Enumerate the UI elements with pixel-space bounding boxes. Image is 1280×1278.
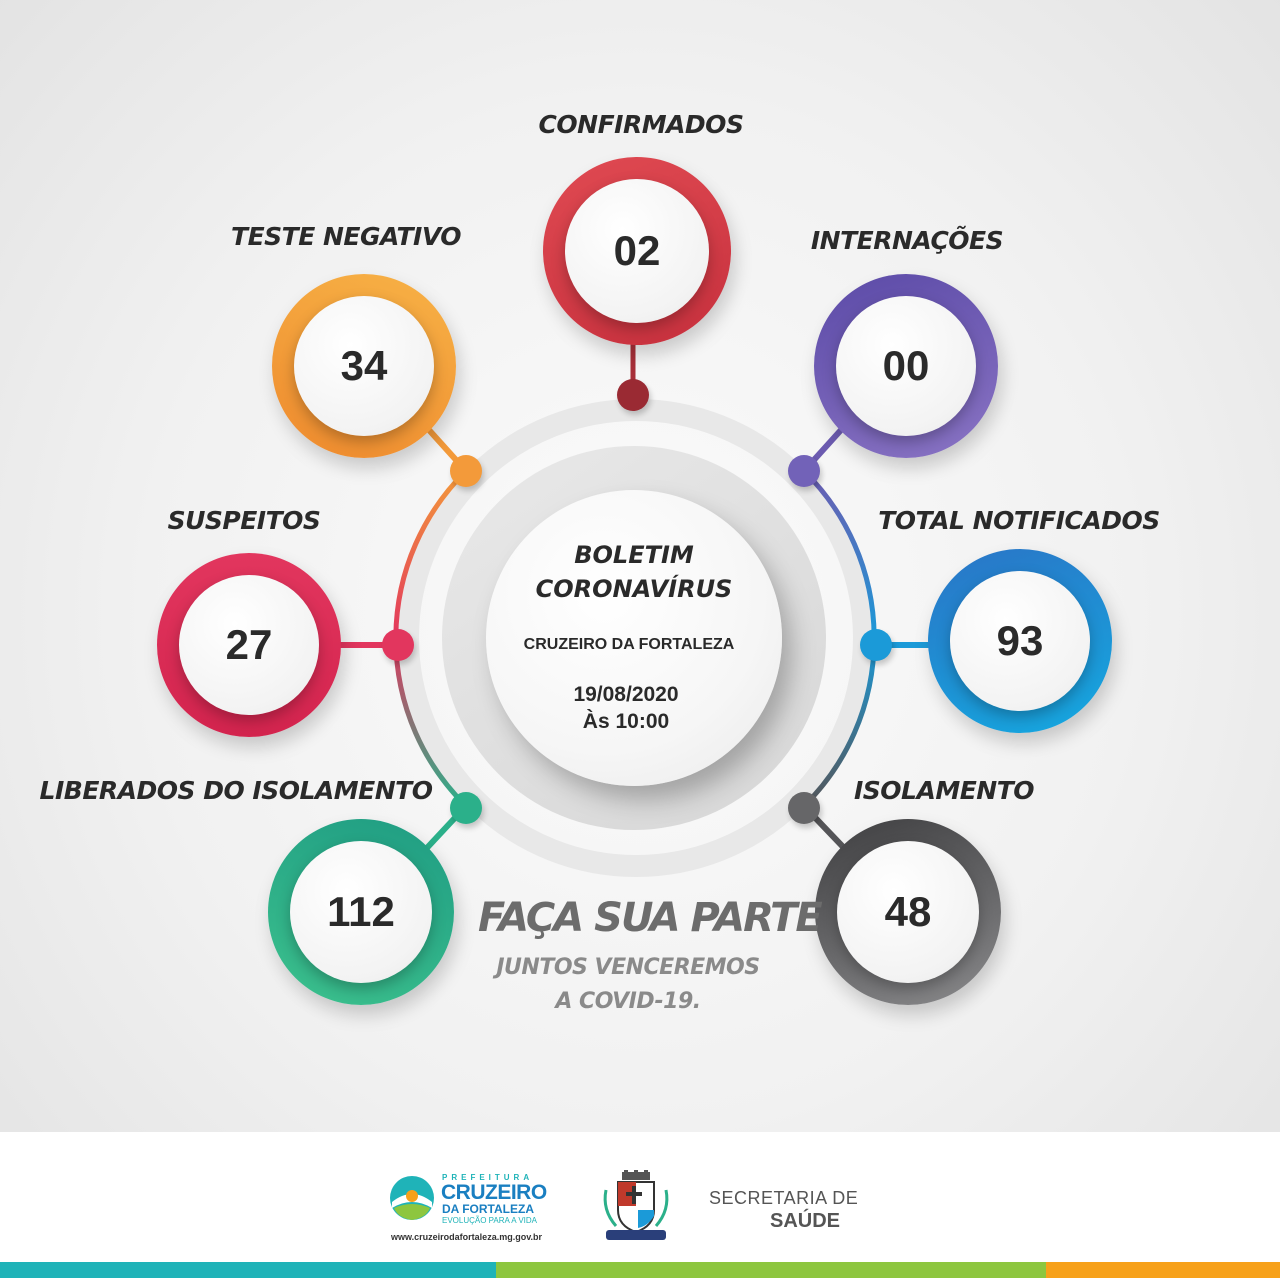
teste-negativo-inner: 34 — [294, 296, 434, 436]
footer-bar-green — [496, 1262, 1046, 1278]
brand-name-line2: DA FORTALEZA — [442, 1202, 534, 1216]
isolamento-inner: 48 — [837, 841, 979, 983]
teste-negativo-label: TESTE NEGATIVO — [231, 222, 461, 251]
isolamento-dot — [788, 792, 820, 824]
slogan-line1: JUNTOS VENCEREMOS — [496, 955, 760, 980]
internacoes-label: INTERNAÇÕES — [810, 226, 1004, 255]
secretaria-label: SECRETARIA DE — [709, 1188, 859, 1208]
coat-of-arms-icon — [603, 1170, 669, 1240]
boletim-title-line2: CORONAVÍRUS — [535, 575, 733, 603]
bulletin-time: Às 10:00 — [582, 710, 670, 733]
liberados-value: 112 — [327, 888, 395, 935]
internacoes-dot — [788, 455, 820, 487]
internacoes-value: 00 — [882, 342, 930, 389]
internacoes-circle: 00 — [814, 274, 998, 458]
city-name: CRUZEIRO DA FORTALEZA — [523, 636, 735, 653]
confirmados-label: CONFIRMADOS — [538, 110, 744, 139]
slogan-line2: A COVID-19. — [555, 989, 701, 1014]
isolamento-label: ISOLAMENTO — [853, 776, 1035, 805]
suspeitos-label: SUSPEITOS — [167, 506, 321, 535]
boletim-title: BOLETIM CORONAVÍRUS — [486, 538, 782, 606]
boletim-title-line1: BOLETIM — [574, 541, 694, 569]
liberados-circle: 112 — [268, 819, 454, 1005]
website-url[interactable]: www.cruzeirodafortaleza.mg.gov.br — [391, 1232, 543, 1242]
saude-label: SAÚDE — [770, 1210, 841, 1232]
total-notificados-label: TOTAL NOTIFICADOS — [878, 506, 1160, 535]
isolamento-value: 48 — [884, 888, 932, 935]
bulletin-date: 19/08/2020 — [573, 683, 679, 706]
brand-tagline: EVOLUÇÃO PARA A VIDA — [442, 1216, 537, 1225]
confirmados-dot — [617, 379, 649, 411]
footer: PREFEITURA CRUZEIRO DA FORTALEZA EVOLUÇÃ… — [0, 1132, 1280, 1278]
total-notificados-circle: 93 — [928, 549, 1112, 733]
teste-negativo-circle: 34 — [272, 274, 456, 458]
footer-bar-orange — [1046, 1262, 1280, 1278]
teste-negativo-dot — [450, 455, 482, 487]
footer-bar-teal — [0, 1262, 496, 1278]
liberados-dot — [450, 792, 482, 824]
suspeitos-inner: 27 — [179, 575, 319, 715]
brand-name-line1: CRUZEIRO — [441, 1181, 547, 1204]
prefeitura-text: PREFEITURA — [442, 1173, 534, 1182]
slogan-main: FAÇA SUA PARTE — [478, 895, 823, 941]
prefeitura-logo-icon — [390, 1176, 434, 1220]
center-panel: BOLETIM CORONAVÍRUS CRUZEIRO DA FORTALEZ… — [486, 490, 782, 786]
internacoes-inner: 00 — [836, 296, 976, 436]
total-notificados-inner: 93 — [950, 571, 1090, 711]
confirmados-value: 02 — [613, 227, 661, 274]
confirmados-inner: 02 — [565, 179, 709, 323]
suspeitos-value: 27 — [225, 621, 273, 668]
suspeitos-dot — [382, 629, 414, 661]
confirmados-circle: 02 — [543, 157, 731, 345]
suspeitos-circle: 27 — [157, 553, 341, 737]
isolamento-circle: 48 — [815, 819, 1001, 1005]
total-notificados-value: 93 — [996, 617, 1044, 664]
liberados-label: LIBERADOS DO ISOLAMENTO — [39, 776, 433, 805]
liberados-inner: 112 — [290, 841, 432, 983]
total-notificados-dot — [860, 629, 892, 661]
teste-negativo-value: 34 — [340, 342, 388, 389]
